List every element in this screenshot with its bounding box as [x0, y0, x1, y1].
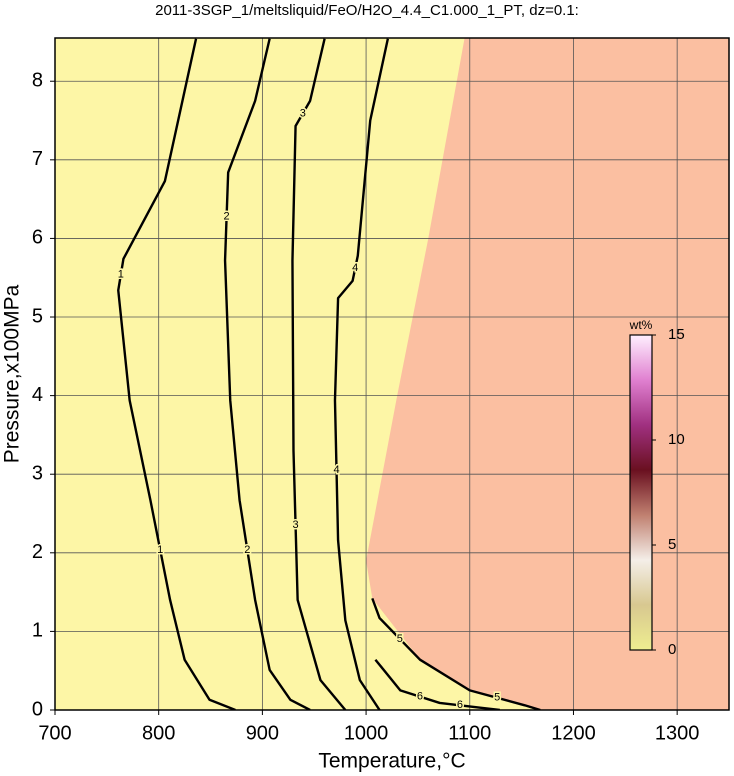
overlay: 700 800 900 1000 1100 1200 1300012345678wt%051…	[32, 37, 730, 744]
x-tick-label: 1000	[344, 722, 389, 744]
contour-line	[291, 38, 347, 710]
colorbar-label: wt%	[629, 318, 653, 332]
contour-line	[374, 658, 500, 710]
chart-title: 2011-3SGP_1/meltsliquid/FeO/H2O_4.4_C1.0…	[155, 2, 579, 19]
contour-label: 2	[224, 210, 230, 222]
x-tick-label: 1100	[448, 722, 491, 744]
y-tick-label: 2	[32, 541, 43, 563]
x-axis-label: Temperature,°C	[318, 750, 465, 773]
contour-line	[223, 38, 311, 710]
contour-label: 5	[494, 692, 500, 704]
x-tick-label: 1200	[551, 722, 596, 744]
y-axis-label: Pressure,x100MPa	[1, 284, 24, 463]
contour-label: 2	[244, 544, 250, 556]
contour-label: 1	[157, 544, 163, 556]
y-tick-label: 8	[32, 70, 43, 92]
y-tick-label: 4	[32, 384, 43, 406]
contour-line	[117, 38, 236, 710]
x-tick-label: 800	[142, 722, 175, 744]
plot-area: 1 1 2 2 3 3 4 4 5 5 6 6	[55, 38, 729, 711]
contour-line	[371, 597, 541, 710]
y-tick-label: 1	[32, 620, 43, 642]
plot-frame	[54, 37, 730, 711]
contour-label: 6	[457, 699, 463, 711]
colorbar-tick-label: 15	[668, 326, 685, 343]
x-tick-label: 900	[246, 722, 279, 744]
colorbar	[629, 334, 653, 651]
contour-label: 3	[300, 107, 306, 119]
contour-label: 4	[333, 464, 339, 476]
colorbar-tick-label: 5	[668, 536, 676, 553]
contour-label: 4	[352, 262, 358, 274]
contour-label: 5	[397, 633, 403, 645]
y-tick-label: 6	[32, 227, 43, 249]
field-region	[55, 38, 541, 710]
contour-line	[333, 38, 390, 710]
y-tick-label: 5	[32, 305, 43, 327]
x-tick-label: 700	[38, 722, 71, 744]
contour-label: 3	[293, 519, 299, 531]
y-tick-label: 3	[32, 462, 43, 484]
y-tick-label: 7	[32, 148, 43, 170]
colorbar-tick-label: 10	[668, 431, 685, 448]
contour-label: 6	[417, 691, 423, 703]
x-tick-label: 1300	[655, 722, 700, 744]
y-tick-label: 0	[32, 698, 43, 720]
colorbar-tick-label: 0	[668, 641, 676, 658]
contour-label: 1	[118, 268, 124, 280]
